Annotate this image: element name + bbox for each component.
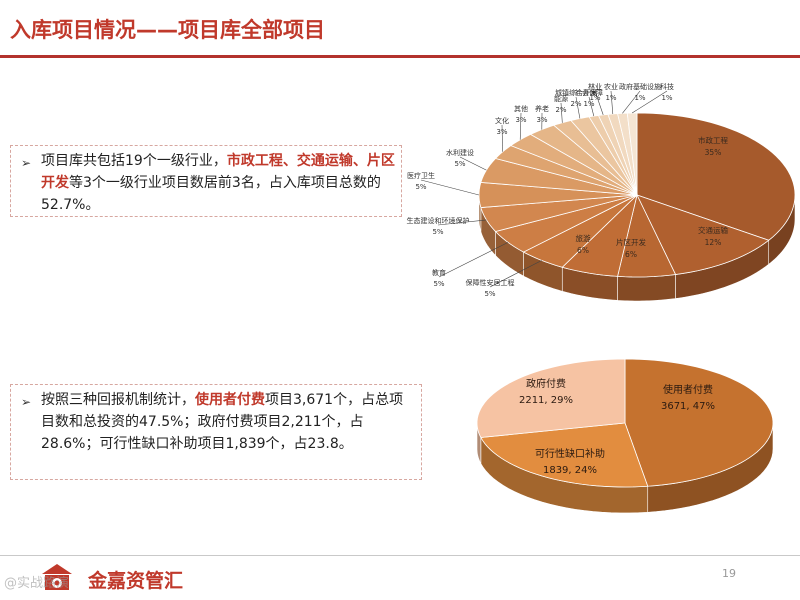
industry-pie-chart: 市政工程 35% 交通运输 12% 片区开发 6% 旅游 6% 保障性安居工程 5% 教育 5% 生态建…: [407, 82, 796, 302]
summary-text-part: 等3个一级行业项目数居前3名，占入库项目总数的52.7%。: [41, 175, 381, 213]
slice-label: 社会保障: [575, 88, 603, 97]
slice-label: 能源: [554, 94, 568, 103]
payment-mechanism-pie-chart: 使用者付费 3671, 47% 可行性缺口补助 1839, 24% 政府付费 2211, …: [476, 358, 774, 514]
leader-line: [631, 90, 668, 114]
slice-label: 文化: [495, 116, 509, 125]
pie-slice: [561, 193, 638, 277]
slice-percent: 1%: [634, 94, 645, 102]
leader-line: [575, 96, 581, 119]
pie-slice: [476, 358, 626, 438]
slice-percent: 1%: [661, 94, 672, 102]
slice-label: 科技: [660, 82, 674, 91]
slice-label: 教育: [432, 268, 446, 277]
leader-line: [560, 102, 563, 123]
bullet-arrow-icon: ➢: [21, 156, 32, 170]
slice-percent: 6%: [577, 246, 589, 255]
pie-slice: [478, 181, 638, 209]
slice-label: 其他: [514, 104, 528, 113]
pie-slice: [494, 145, 638, 196]
slice-label: 城镇综合开发: [555, 88, 597, 97]
slice-percent: 3%: [496, 128, 507, 136]
slice-label: 水利建设: [446, 148, 474, 157]
pie-slice: [636, 194, 770, 275]
company-logo-icon: [42, 564, 72, 590]
watermark-text: @实战路演: [4, 576, 70, 591]
slice-label: 政府付费: [526, 377, 566, 390]
pie-slice: [617, 112, 638, 196]
slice-label: 养老: [535, 104, 549, 113]
leader-line: [519, 112, 522, 140]
pie-slice: [570, 116, 638, 196]
slice-percent: 5%: [432, 228, 443, 236]
leader-line: [489, 260, 542, 288]
summary-text-part: 按照三种回报机制统计，: [41, 392, 195, 408]
slice-label: 可行性缺口补助: [535, 447, 605, 460]
pie-slice: [480, 194, 638, 232]
leader-line: [459, 156, 487, 171]
pie-slice: [494, 194, 638, 253]
pie-slice: [588, 115, 638, 196]
pie-slice: [480, 422, 649, 488]
payment-summary-text: 按照三种回报机制统计，使用者付费项目3,671个，占总项目数和总投资的47.5%…: [41, 389, 415, 455]
leader-line: [437, 219, 487, 226]
slice-label: 交通运输: [698, 225, 728, 235]
header-divider: [0, 55, 800, 58]
summary-highlight: 市政工程、交通运输、片区开发: [41, 153, 395, 191]
payment-summary-box: ➢ 按照三种回报机制统计，使用者付费项目3,671个，占总项目数和总投资的47.…: [10, 384, 422, 480]
leader-line: [501, 124, 503, 152]
page-title: 入库项目情况——项目库全部项目: [10, 18, 325, 42]
slice-label: 农业: [604, 82, 618, 91]
footer-divider: [0, 555, 800, 556]
slice-percent: 5%: [454, 160, 465, 168]
leader-line: [588, 96, 595, 117]
slice-percent: 1%: [589, 94, 600, 102]
industry-summary-box: ➢ 项目库共包括19个一级行业，市政工程、交通运输、片区开发等3个一级行业项目数…: [10, 145, 402, 217]
slice-percent: 3%: [536, 116, 547, 124]
slice-percent: 1%: [605, 94, 616, 102]
slice-label: 旅游: [576, 233, 591, 243]
slice-percent: 6%: [625, 250, 637, 259]
slice-percent: 5%: [433, 280, 444, 288]
leader-line: [610, 90, 614, 115]
pie-side-wall: [617, 274, 676, 302]
leader-line: [438, 242, 509, 278]
slice-label: 生态建设和环境保护: [407, 216, 470, 225]
leader-line: [420, 179, 480, 196]
leader-line: [622, 90, 641, 114]
pie-slice: [597, 113, 638, 196]
slice-percent: 2%: [570, 100, 581, 108]
industry-summary-text: 项目库共包括19个一级行业，市政工程、交通运输、片区开发等3个一级行业项目数居前…: [41, 150, 395, 216]
slice-percent: 5%: [484, 290, 495, 298]
pie-slice: [624, 358, 774, 487]
slice-value: 3671, 47%: [661, 401, 715, 412]
slice-percent: 2%: [555, 106, 566, 114]
summary-highlight: 使用者付费: [195, 392, 265, 408]
slice-value: 1839, 24%: [543, 465, 597, 476]
slice-percent: 35%: [705, 148, 722, 157]
slice-label: 医疗卫生: [407, 171, 435, 180]
pie-slice: [617, 193, 677, 278]
pie-slice: [480, 158, 638, 196]
slice-label: 使用者付费: [663, 383, 713, 396]
slice-label: 林业: [588, 82, 602, 91]
summary-text-part: 项目3,671个，占总项目数和总投资的47.5%；政府付费项目2,211个，占2…: [41, 392, 404, 452]
bullet-arrow-icon: ➢: [21, 395, 32, 409]
company-name: 金嘉资管汇: [88, 570, 184, 592]
slice-label: 片区开发: [616, 237, 646, 247]
summary-text-part: 项目库共包括19个一级行业，: [41, 153, 227, 169]
slice-value: 2211, 29%: [519, 395, 573, 406]
page-number: 19: [722, 567, 736, 580]
slice-label: 政府基础设施: [619, 82, 661, 91]
slice-percent: 1%: [583, 100, 594, 108]
slice-label: 市政工程: [698, 135, 728, 145]
slice-label: 保障性安居工程: [466, 278, 515, 287]
leader-line: [594, 90, 604, 115]
slice-percent: 5%: [415, 183, 426, 191]
slice-percent: 12%: [705, 238, 722, 247]
slice-percent: 3%: [515, 116, 526, 124]
